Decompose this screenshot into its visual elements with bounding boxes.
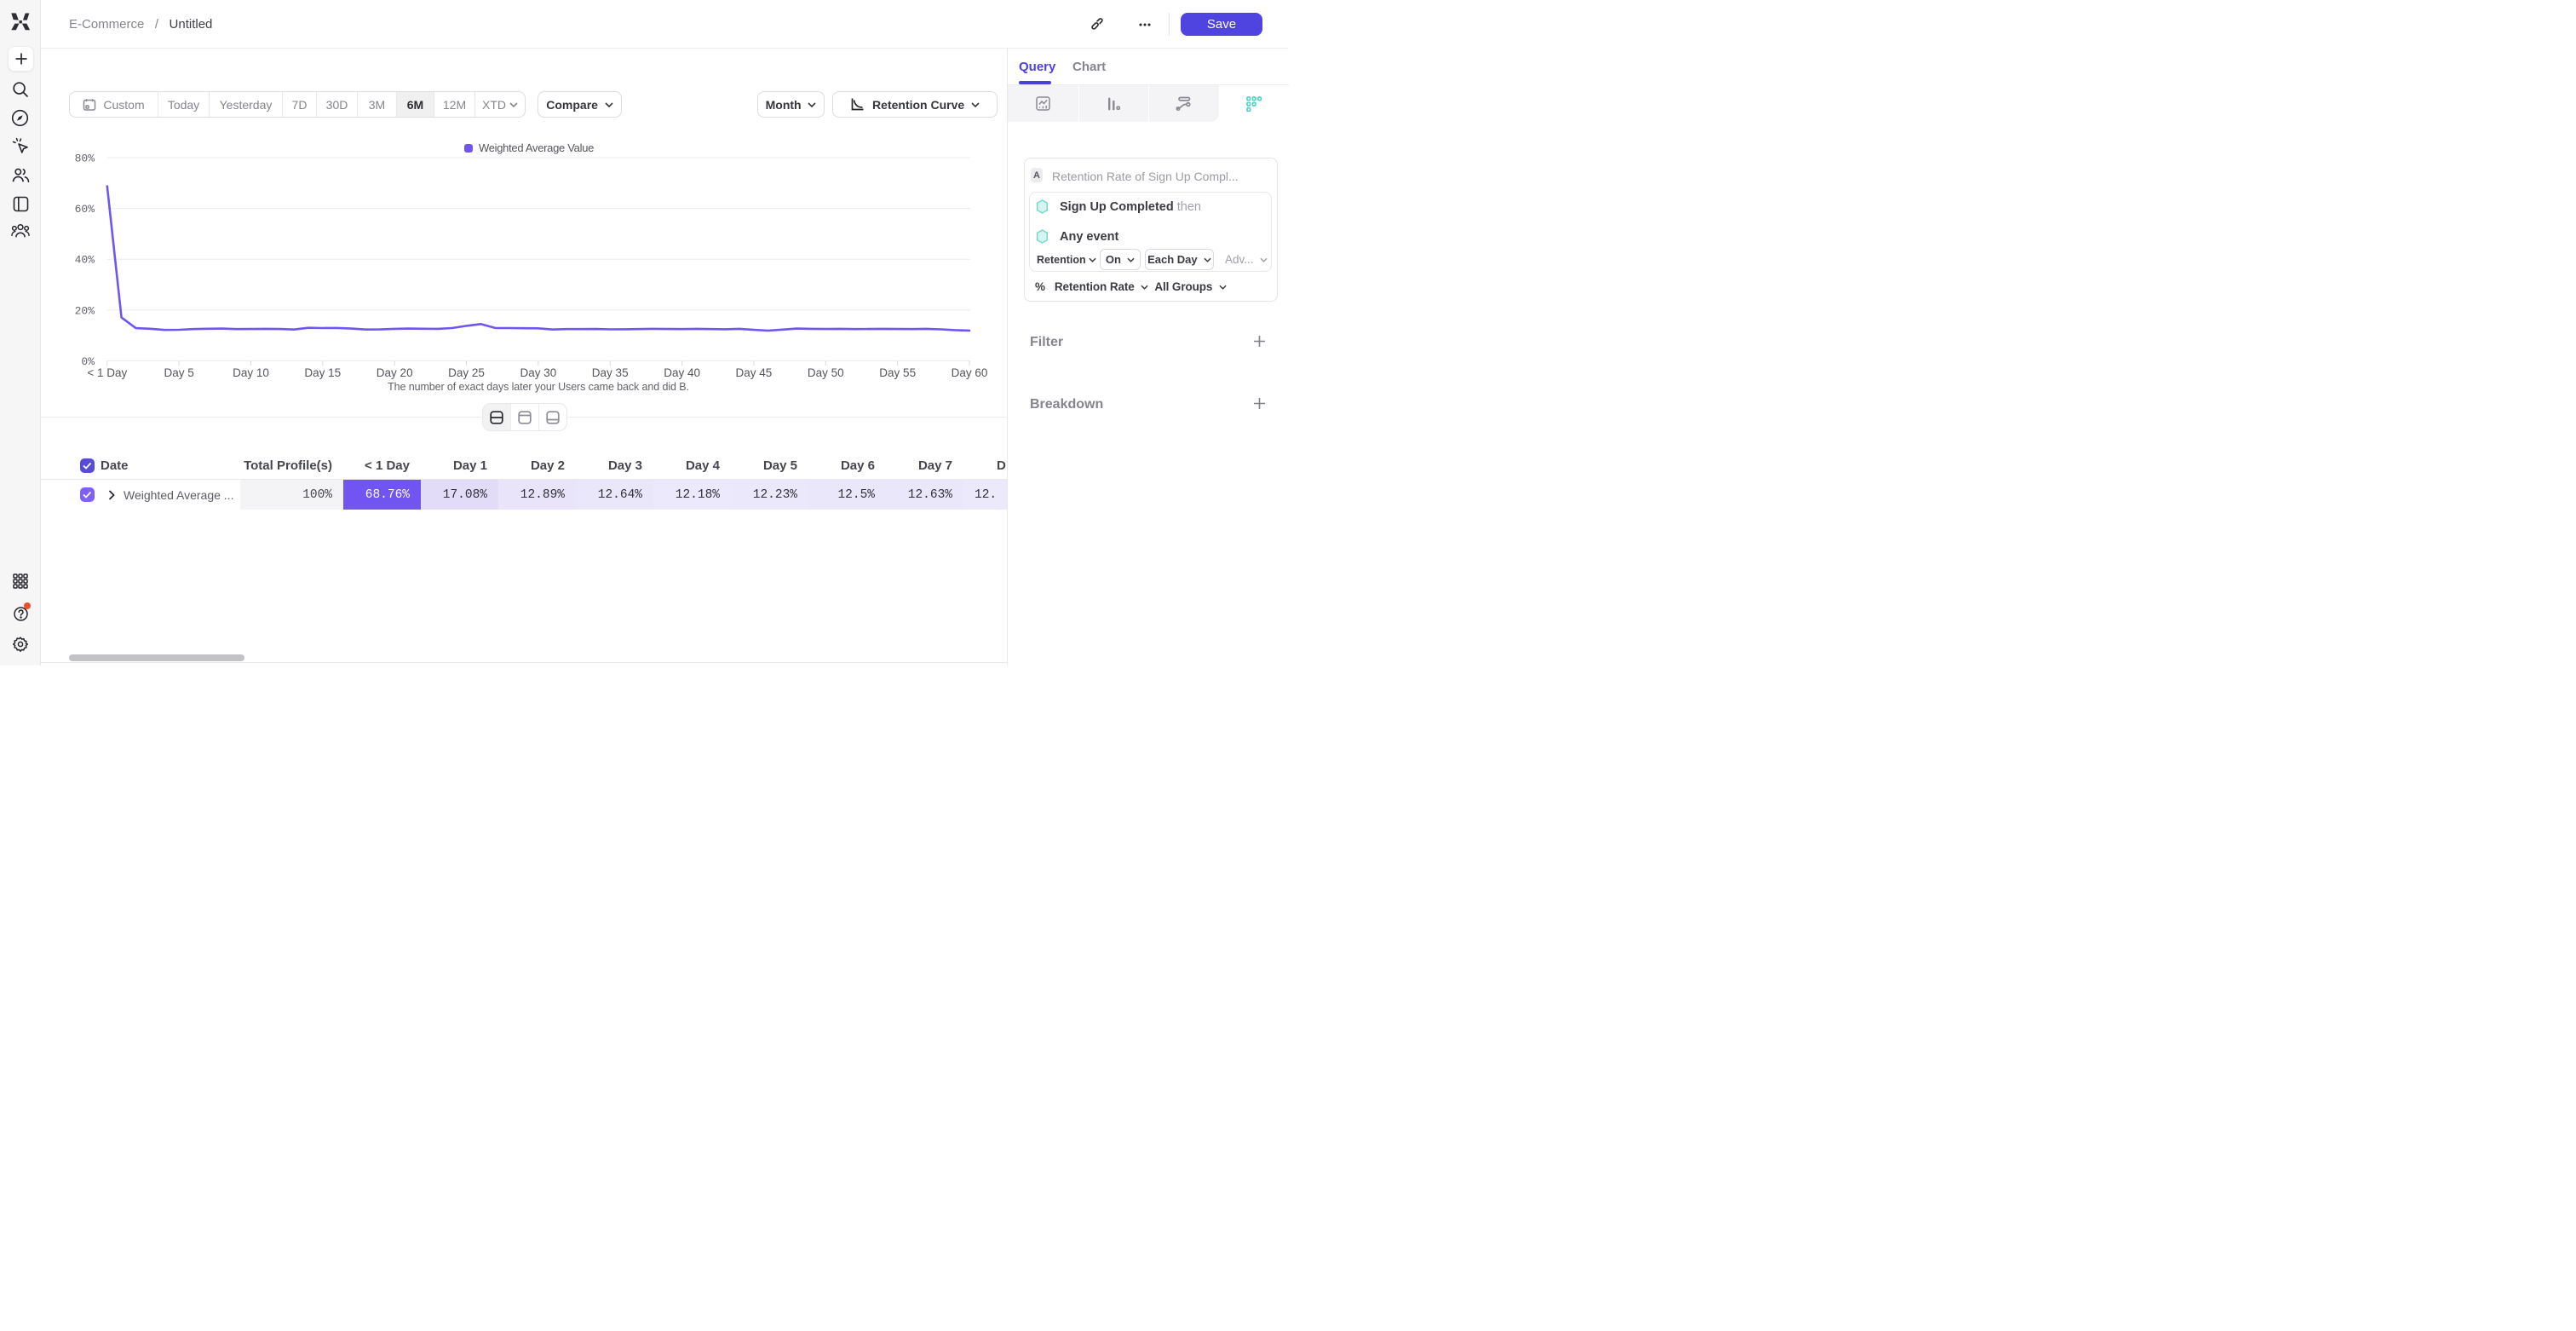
svg-text:Day 50: Day 50 bbox=[808, 366, 844, 379]
svg-text:Day 45: Day 45 bbox=[736, 366, 773, 379]
svg-text:Day 35: Day 35 bbox=[592, 366, 629, 379]
svg-text:20%: 20% bbox=[75, 304, 95, 317]
svg-text:40%: 40% bbox=[75, 254, 95, 267]
svg-text:Day 5: Day 5 bbox=[164, 366, 193, 379]
svg-text:Day 25: Day 25 bbox=[448, 366, 485, 379]
svg-text:Day 30: Day 30 bbox=[520, 366, 557, 379]
svg-text:< 1 Day: < 1 Day bbox=[87, 366, 127, 379]
svg-text:80%: 80% bbox=[75, 153, 95, 165]
svg-text:0%: 0% bbox=[81, 355, 95, 368]
svg-text:Day 55: Day 55 bbox=[879, 366, 916, 379]
svg-text:Day 60: Day 60 bbox=[952, 366, 988, 379]
svg-text:Day 15: Day 15 bbox=[304, 366, 341, 379]
svg-text:Day 20: Day 20 bbox=[377, 366, 413, 379]
svg-text:Day 10: Day 10 bbox=[233, 366, 269, 379]
svg-text:Day 40: Day 40 bbox=[664, 366, 700, 379]
svg-text:60%: 60% bbox=[75, 203, 95, 216]
